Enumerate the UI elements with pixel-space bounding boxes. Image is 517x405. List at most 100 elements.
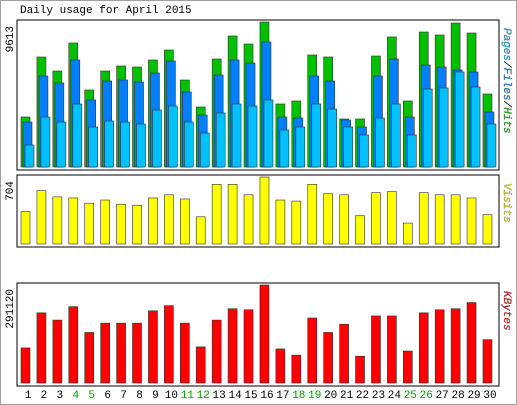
x-tick-label: 8 <box>136 390 143 402</box>
bar <box>407 134 417 168</box>
bar <box>247 105 258 168</box>
bar <box>180 322 190 384</box>
bar <box>387 315 397 384</box>
bar <box>20 211 31 245</box>
bar <box>434 309 445 384</box>
x-tick-label: 5 <box>88 390 95 402</box>
bar <box>215 112 226 168</box>
bar <box>116 203 126 245</box>
legend-entry: Pages <box>500 28 512 61</box>
bar <box>227 184 238 245</box>
bar <box>243 194 254 245</box>
x-tick-label: 2 <box>41 390 48 402</box>
x-tick-label: 10 <box>165 390 178 402</box>
bar <box>20 347 31 384</box>
x-tick-label: 6 <box>104 390 111 402</box>
x-tick-label: 24 <box>388 390 402 402</box>
bar <box>486 123 497 168</box>
bar <box>84 332 95 384</box>
bar <box>327 108 337 168</box>
chart-title: Daily usage for April 2015 <box>20 5 192 17</box>
bar <box>418 312 429 384</box>
bar <box>211 319 222 384</box>
bar <box>195 346 206 384</box>
bar <box>482 214 493 245</box>
bar <box>359 134 369 168</box>
y-tick-label: 704 <box>5 181 17 201</box>
bar <box>275 348 286 384</box>
legend-entry: Files <box>500 68 512 101</box>
bar <box>454 71 465 168</box>
x-tick-label: 29 <box>467 390 480 402</box>
bar <box>275 199 286 245</box>
bar <box>136 123 146 168</box>
x-tick-label: 17 <box>276 390 289 402</box>
bar <box>263 99 274 168</box>
x-tick-label: 30 <box>483 390 496 402</box>
bar <box>199 132 210 168</box>
bar <box>72 103 83 168</box>
bar <box>295 126 306 168</box>
bar <box>211 184 222 245</box>
bar <box>466 197 477 245</box>
bar <box>391 103 401 168</box>
bar <box>180 198 190 245</box>
bar <box>438 87 449 168</box>
bar <box>231 103 242 168</box>
bar <box>195 216 206 245</box>
bar <box>466 302 477 384</box>
bar <box>403 222 413 245</box>
bar <box>40 116 51 168</box>
x-tick-label: 3 <box>57 390 64 402</box>
x-tick-label: 27 <box>436 390 449 402</box>
x-tick-label: 25 <box>404 390 417 402</box>
bar <box>375 117 385 168</box>
bar <box>279 129 290 168</box>
x-tick-label: 19 <box>308 390 321 402</box>
bar <box>422 88 433 168</box>
bar <box>418 192 429 245</box>
x-tick-label: 11 <box>181 390 195 402</box>
x-tick-label: 13 <box>213 390 226 402</box>
legend-separator: / <box>500 61 512 68</box>
x-tick-label: 26 <box>420 390 433 402</box>
bar <box>68 306 79 384</box>
bar <box>100 322 110 384</box>
bar <box>164 194 174 245</box>
bar <box>450 194 461 245</box>
legend-separator: / <box>500 101 512 108</box>
x-tick-label: 18 <box>292 390 305 402</box>
bar <box>470 86 481 168</box>
bar <box>291 354 302 384</box>
bar <box>403 350 413 384</box>
bar <box>24 144 35 168</box>
bar <box>132 322 142 384</box>
bar <box>100 199 110 245</box>
bar <box>343 126 353 168</box>
bar <box>355 355 365 384</box>
bar <box>259 176 270 245</box>
bar <box>132 204 142 245</box>
x-tick-label: 21 <box>340 390 354 402</box>
bar <box>339 323 349 384</box>
y-tick-label: 291120 <box>5 289 17 329</box>
x-tick-label: 22 <box>356 390 369 402</box>
bar <box>450 308 461 384</box>
panel-frame <box>16 174 500 248</box>
x-tick-label: 15 <box>244 390 257 402</box>
bar <box>243 309 254 384</box>
bar <box>184 121 194 168</box>
bar <box>371 192 381 245</box>
x-tick-label: 7 <box>120 390 127 402</box>
bar <box>311 103 322 168</box>
bar <box>116 322 126 384</box>
panel-frame <box>16 282 500 387</box>
legend-entry: Visits <box>500 183 512 223</box>
bar <box>36 312 47 384</box>
bar <box>148 310 158 384</box>
x-tick-label: 28 <box>452 390 465 402</box>
bar <box>339 194 349 245</box>
y-tick-label: 9613 <box>5 26 17 52</box>
